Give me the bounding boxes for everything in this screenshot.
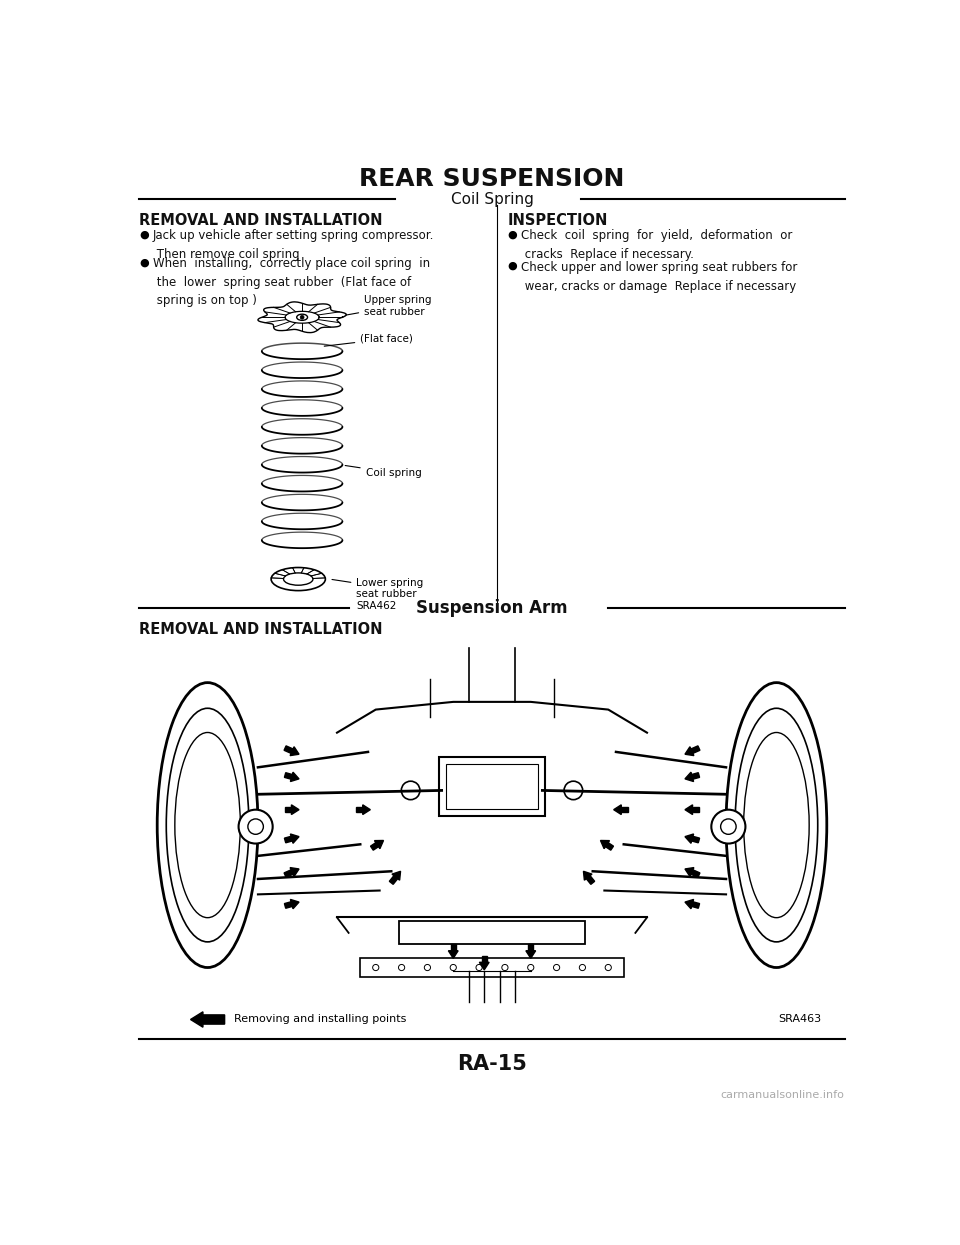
Polygon shape — [291, 834, 299, 843]
Polygon shape — [291, 899, 299, 909]
Text: ●: ● — [508, 261, 517, 271]
Text: ●: ● — [508, 229, 517, 239]
Polygon shape — [601, 840, 610, 849]
Polygon shape — [621, 807, 628, 812]
Polygon shape — [374, 840, 383, 849]
Text: Check upper and lower spring seat rubbers for
 wear, cracks or damage  Replace i: Check upper and lower spring seat rubber… — [520, 261, 797, 293]
Ellipse shape — [271, 568, 325, 590]
Polygon shape — [290, 868, 299, 876]
Text: (Flat face): (Flat face) — [324, 334, 413, 346]
Polygon shape — [451, 945, 456, 951]
Polygon shape — [285, 807, 292, 812]
FancyArrow shape — [190, 1012, 225, 1027]
Bar — [162, 639, 822, 1027]
Polygon shape — [292, 804, 299, 814]
Polygon shape — [290, 747, 299, 756]
Text: Coil Spring: Coil Spring — [450, 192, 534, 207]
Bar — [399, 921, 585, 945]
Text: REMOVAL AND INSTALLATION: REMOVAL AND INSTALLATION — [139, 622, 383, 637]
Polygon shape — [613, 804, 621, 814]
Text: Suspension Arm: Suspension Arm — [417, 599, 567, 618]
Text: Removing and installing points: Removing and installing points — [234, 1015, 406, 1025]
Polygon shape — [482, 956, 487, 962]
Polygon shape — [691, 870, 700, 878]
Circle shape — [721, 819, 736, 834]
Circle shape — [239, 809, 273, 844]
Circle shape — [424, 965, 430, 971]
Text: Coil spring: Coil spring — [346, 466, 421, 478]
Text: When  installing,  correctly place coil spring  in
 the  lower  spring seat rubb: When installing, correctly place coil sp… — [153, 258, 430, 308]
Circle shape — [398, 965, 405, 971]
Polygon shape — [291, 772, 299, 782]
Polygon shape — [587, 875, 594, 884]
Polygon shape — [284, 773, 293, 779]
Circle shape — [372, 965, 379, 971]
Polygon shape — [526, 951, 536, 959]
Text: ●: ● — [139, 229, 149, 239]
Polygon shape — [528, 945, 533, 951]
Circle shape — [502, 965, 508, 971]
Circle shape — [300, 315, 304, 319]
Text: Check  coil  spring  for  yield,  deformation  or
 cracks  Replace if necessary.: Check coil spring for yield, deformation… — [520, 229, 792, 261]
Polygon shape — [284, 746, 293, 753]
Ellipse shape — [297, 314, 307, 320]
Circle shape — [528, 965, 534, 971]
Circle shape — [401, 781, 420, 799]
Polygon shape — [356, 807, 363, 812]
Polygon shape — [685, 834, 693, 843]
Text: Jack up vehicle after setting spring compressor.
 Then remove coil spring: Jack up vehicle after setting spring com… — [153, 229, 434, 261]
Circle shape — [450, 965, 456, 971]
Polygon shape — [692, 807, 699, 812]
Polygon shape — [390, 875, 397, 884]
Text: carmanualsonline.info: carmanualsonline.info — [721, 1089, 845, 1101]
Polygon shape — [691, 837, 700, 843]
Polygon shape — [685, 772, 693, 782]
Text: REAR SUSPENSION: REAR SUSPENSION — [359, 167, 625, 190]
Polygon shape — [685, 868, 694, 876]
Polygon shape — [685, 804, 692, 814]
Circle shape — [579, 965, 586, 971]
Polygon shape — [392, 872, 400, 880]
Polygon shape — [284, 901, 293, 909]
Text: REMOVAL AND INSTALLATION: REMOVAL AND INSTALLATION — [139, 213, 383, 228]
Polygon shape — [691, 773, 700, 779]
Text: Lower spring
seat rubber: Lower spring seat rubber — [332, 578, 423, 599]
Circle shape — [248, 819, 263, 834]
Polygon shape — [284, 837, 293, 843]
Text: ●: ● — [139, 258, 149, 268]
Polygon shape — [584, 872, 592, 880]
Circle shape — [554, 965, 560, 971]
Circle shape — [605, 965, 612, 971]
Polygon shape — [685, 747, 694, 756]
Circle shape — [711, 809, 745, 844]
Text: RA-15: RA-15 — [457, 1055, 527, 1074]
Circle shape — [564, 781, 583, 799]
Polygon shape — [448, 951, 458, 959]
Text: SRA462: SRA462 — [356, 601, 396, 611]
Text: SRA463: SRA463 — [779, 1015, 822, 1025]
Polygon shape — [685, 899, 693, 909]
Text: INSPECTION: INSPECTION — [508, 213, 608, 228]
Polygon shape — [606, 843, 613, 850]
Text: Upper spring
seat rubber: Upper spring seat rubber — [346, 295, 432, 316]
FancyBboxPatch shape — [446, 764, 538, 809]
FancyBboxPatch shape — [440, 757, 544, 815]
Polygon shape — [363, 804, 371, 814]
Ellipse shape — [283, 573, 313, 585]
Circle shape — [476, 965, 482, 971]
Polygon shape — [691, 901, 700, 909]
Polygon shape — [284, 870, 293, 878]
Polygon shape — [691, 746, 700, 753]
Polygon shape — [479, 962, 490, 970]
Bar — [360, 959, 624, 977]
Polygon shape — [371, 843, 378, 850]
